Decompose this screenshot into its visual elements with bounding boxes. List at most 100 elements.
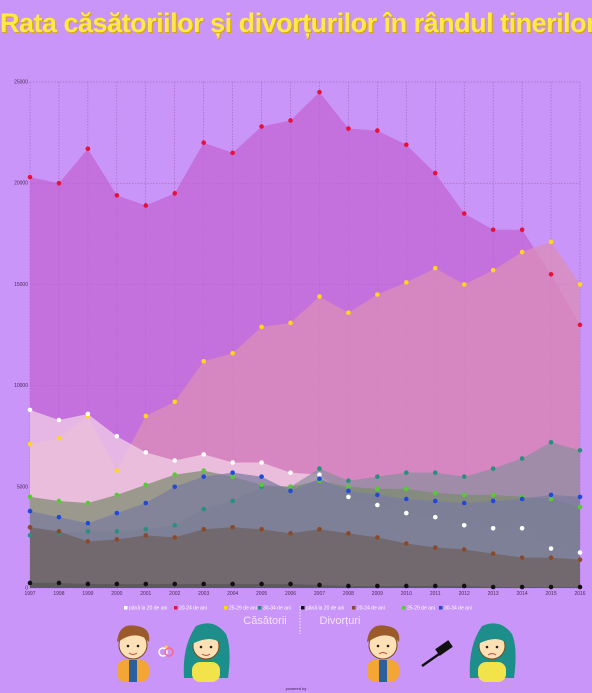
data-point [317,89,322,95]
y-tick-label: 15000 [14,282,28,288]
data-point [490,492,496,498]
data-point [230,474,235,479]
data-point [346,310,351,316]
legend-item[interactable]: 20-24 de ani [352,606,385,612]
data-point [404,142,409,148]
x-tick-label: 2005 [256,591,267,597]
data-point [375,535,380,540]
x-tick-label: 2002 [169,591,180,597]
data-point [461,282,467,287]
x-tick-label: 2004 [227,591,238,597]
legend-item[interactable]: 20-24 de ani [174,606,207,612]
data-point [375,128,380,133]
legend-label: până la 20 de ani [129,606,167,612]
data-point [288,320,293,326]
data-point [201,140,206,146]
data-point [461,547,467,552]
data-point [56,498,62,504]
data-point [317,472,322,477]
data-point [577,550,583,555]
y-tick-label: 0 [25,586,28,592]
data-point [230,150,235,156]
x-tick-label: 2012 [459,591,470,597]
data-point [114,510,120,516]
data-point [577,282,583,287]
data-point [56,435,62,441]
legend-label: 25-29 de ani [229,606,257,612]
data-point [317,527,322,532]
data-point [143,500,149,506]
data-point [172,581,178,587]
legend-item[interactable]: 30-34 de ani [439,606,472,612]
legend[interactable]: până la 20 de ani 20-24 de ani 25-29 de an… [124,606,472,612]
legend-label: 30-34 de ani [263,606,291,612]
data-point [27,508,33,514]
data-point [346,531,351,536]
data-point [114,581,120,587]
y-tick-label: 10000 [14,383,28,389]
data-point [230,460,235,465]
legend-swatch [301,606,305,610]
data-point [230,524,235,530]
data-point [548,496,554,502]
area-divorces-5 [30,527,580,588]
areas [30,92,580,589]
groom-illustration-icon [117,625,150,682]
data-point [461,500,467,506]
data-point [172,191,178,196]
data-point [27,407,33,413]
data-point [519,525,525,531]
data-point [432,498,438,504]
data-point [375,486,380,492]
data-point [201,474,206,479]
data-point [317,476,322,482]
data-point [288,488,293,494]
data-point [27,580,33,586]
data-point [143,413,149,419]
data-point [143,482,149,488]
data-point [490,466,496,471]
data-point [85,411,91,417]
x-tick-label: 2015 [545,591,556,597]
data-point [259,581,264,587]
data-point [201,581,206,587]
y-tick-label: 5000 [17,484,28,490]
data-point [143,527,149,532]
x-tick-label: 1998 [53,591,64,597]
data-point [114,433,120,439]
data-point [172,535,178,540]
data-point [85,146,91,152]
data-point [577,504,583,510]
data-point [548,271,554,277]
data-point [172,484,178,490]
data-point [548,239,554,245]
legend-item[interactable]: până la 20 de ani [301,606,344,612]
x-tick-label: 2001 [140,591,151,597]
legend-label: 30-34 de ani [444,606,472,612]
data-point [172,472,178,477]
data-point [288,581,293,587]
legend-item[interactable]: 25-29 de ani [224,606,257,612]
legend-label: 20-24 de ani [357,606,385,612]
legend-item[interactable]: 25-29 de ani [402,606,435,612]
x-tick-label: 2010 [401,591,412,597]
legend-label: 25-29 de ani [407,606,435,612]
data-point [404,496,409,502]
footer-credit: powered by [285,686,307,691]
data-point [85,539,91,544]
x-tick-label: 2011 [430,591,441,597]
x-tick-label: 1997 [24,591,35,597]
data-point [114,529,120,534]
data-point [432,170,438,176]
data-point [404,510,409,516]
data-point [143,203,149,208]
legend-item[interactable]: până la 20 de ani [124,606,167,612]
data-point [259,482,264,488]
data-point [346,583,351,589]
data-point [548,439,554,445]
data-point [172,522,178,528]
group-label-marriages: Căsătorii [243,615,286,627]
legend-item[interactable]: 30-34 de ani [258,606,291,612]
data-point [85,520,91,526]
data-point [56,514,62,520]
